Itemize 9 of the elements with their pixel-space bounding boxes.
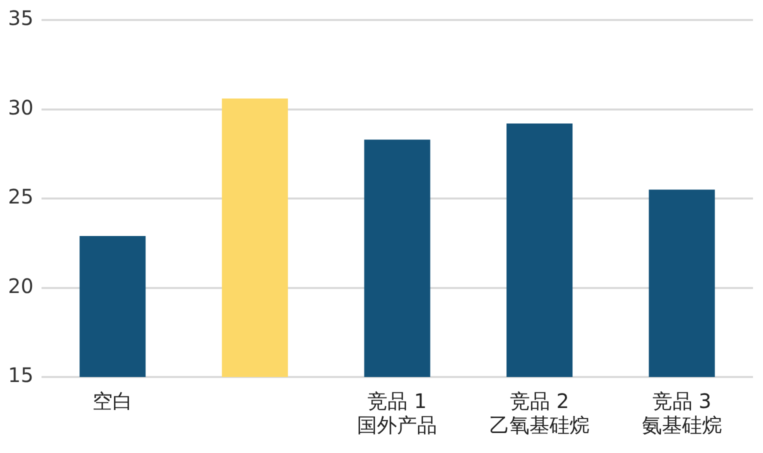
x-tick-label: 竞品 2 乙氧基硅烷 xyxy=(490,389,590,438)
y-tick-label: 35 xyxy=(8,6,34,30)
y-tick-label: 15 xyxy=(8,363,34,388)
x-tick-label: 竞品 1 国外产品 xyxy=(357,389,438,438)
x-tick-label: 竞品 3 氨基硅烷 xyxy=(642,389,722,438)
y-tick-label: 25 xyxy=(8,184,34,209)
y-tick-label: 20 xyxy=(8,274,34,298)
y-tick-label: 30 xyxy=(8,95,34,120)
x-tick-label: 空白 xyxy=(92,389,133,414)
